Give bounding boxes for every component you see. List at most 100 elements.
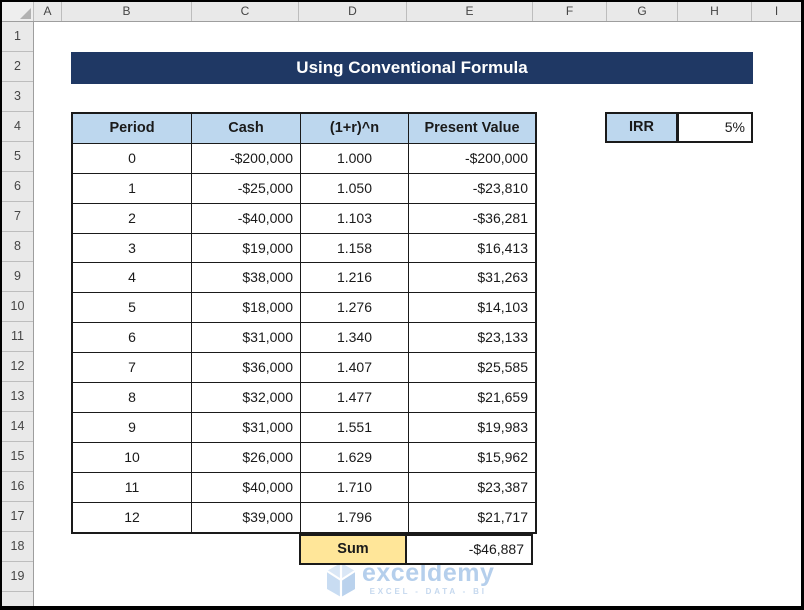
cell-period[interactable]: 10 [73,442,192,473]
sum-value-cell[interactable]: -$46,887 [407,534,533,565]
row-header-17[interactable]: 17 [2,502,33,532]
watermark-tagline: EXCEL - DATA - BI [369,587,487,596]
cell-cash[interactable]: $31,000 [192,412,301,443]
cell-period[interactable]: 0 [73,143,192,174]
header-discount[interactable]: (1+r)^n [301,114,409,144]
row-header-9[interactable]: 9 [2,262,33,292]
cell-present-value[interactable]: $16,413 [409,234,535,264]
cell-discount[interactable]: 1.000 [301,143,409,174]
cell-period[interactable]: 6 [73,323,192,354]
row-header-10[interactable]: 10 [2,292,33,322]
row-header-11[interactable]: 11 [2,322,33,352]
irr-value-cell[interactable]: 5% [678,112,753,143]
cell-discount[interactable]: 1.710 [301,472,409,503]
cell-period[interactable]: 4 [73,263,192,294]
cell-discount[interactable]: 1.340 [301,323,409,354]
cell-cash[interactable]: -$25,000 [192,173,301,204]
select-all-button[interactable] [2,2,34,21]
row-header-12[interactable]: 12 [2,352,33,382]
cell-cash[interactable]: -$40,000 [192,203,301,234]
irr-label-cell[interactable]: IRR [605,112,678,143]
row-header-15[interactable]: 15 [2,442,33,472]
column-header-b[interactable]: B [62,2,192,21]
cell-period[interactable]: 8 [73,383,192,413]
column-header-c[interactable]: C [192,2,299,21]
cell-cash[interactable]: $26,000 [192,442,301,473]
row-header-1[interactable]: 1 [2,22,33,52]
cell-period[interactable]: 12 [73,502,192,533]
cell-cash[interactable]: $31,000 [192,323,301,354]
row-header-6[interactable]: 6 [2,172,33,202]
cell-present-value[interactable]: $31,263 [409,263,535,294]
cell-discount[interactable]: 1.216 [301,263,409,294]
row-header-5[interactable]: 5 [2,142,33,172]
row-header-14[interactable]: 14 [2,412,33,442]
cell-discount[interactable]: 1.551 [301,412,409,443]
title-banner[interactable]: Using Conventional Formula [71,52,753,84]
column-header-g[interactable]: G [607,2,678,21]
cell-present-value[interactable]: $14,103 [409,293,535,324]
column-header-d[interactable]: D [299,2,407,21]
cell-cash[interactable]: $38,000 [192,263,301,294]
cell-present-value[interactable]: $23,133 [409,323,535,354]
sum-label-cell[interactable]: Sum [299,534,407,565]
watermark-brand: exceldemy [362,559,495,587]
row-header-column: 1 2 3 4 5 6 7 8 9 10 11 12 13 14 15 16 1… [2,22,34,606]
cell-cash[interactable]: $32,000 [192,383,301,413]
column-header-a[interactable]: A [34,2,62,21]
cell-present-value[interactable]: $21,659 [409,383,535,413]
cell-discount[interactable]: 1.477 [301,383,409,413]
row-header-4[interactable]: 4 [2,112,33,142]
row-header-18[interactable]: 18 [2,532,33,562]
cell-period[interactable]: 5 [73,293,192,324]
cell-present-value[interactable]: $25,585 [409,353,535,384]
cell-discount[interactable]: 1.158 [301,233,409,264]
row-header-3[interactable]: 3 [2,82,33,112]
cell-discount[interactable]: 1.103 [301,203,409,234]
cell-cash[interactable]: $39,000 [192,502,301,533]
row-header-19[interactable]: 19 [2,562,33,592]
cell-cash[interactable]: -$200,000 [192,143,301,174]
cell-cash[interactable]: $19,000 [192,233,301,264]
cell-cash[interactable]: $40,000 [192,472,301,503]
column-header-h[interactable]: H [678,2,752,21]
row-header-8[interactable]: 8 [2,232,33,262]
cell-discount[interactable]: 1.407 [301,353,409,384]
cell-period[interactable]: 1 [73,173,192,204]
cell-present-value[interactable]: -$36,281 [409,204,535,234]
column-header-i[interactable]: I [774,4,779,18]
cell-present-value[interactable]: $19,983 [409,413,535,443]
cell-period[interactable]: 11 [73,472,192,503]
cell-cash[interactable]: $18,000 [192,293,301,324]
column-header-f[interactable]: F [533,2,607,21]
row-header-13[interactable]: 13 [2,382,33,412]
column-header-row: A B C D E F G H I [2,2,801,22]
sum-row: Sum -$46,887 [299,534,533,565]
cell-discount[interactable]: 1.050 [301,173,409,204]
cell-discount[interactable]: 1.629 [301,442,409,473]
cell-present-value[interactable]: -$23,810 [409,174,535,204]
cell-present-value[interactable]: -$200,000 [409,144,535,174]
column-header-e[interactable]: E [407,2,533,21]
header-cash[interactable]: Cash [192,114,301,144]
cell-period[interactable]: 7 [73,353,192,384]
cell-present-value[interactable]: $23,387 [409,473,535,503]
cell-discount[interactable]: 1.796 [301,502,409,533]
cell-cash[interactable]: $36,000 [192,353,301,384]
watermark-text: exceldemy EXCEL - DATA - BI [362,559,495,597]
row-header-16[interactable]: 16 [2,472,33,502]
cell-period[interactable]: 2 [73,203,192,234]
header-present-value[interactable]: Present Value [409,114,535,144]
cell-present-value[interactable]: $15,962 [409,443,535,473]
cell-period[interactable]: 9 [73,412,192,443]
row-header-7[interactable]: 7 [2,202,33,232]
row-header-2[interactable]: 2 [2,52,33,82]
irr-box: IRR 5% [605,112,753,143]
cell-period[interactable]: 3 [73,233,192,264]
cell-discount[interactable]: 1.276 [301,293,409,324]
select-all-triangle-icon [20,8,31,19]
cell-present-value[interactable]: $21,717 [477,508,528,525]
cashflow-table: Period Cash (1+r)^n Present Value 0 -$20… [71,112,537,535]
header-period[interactable]: Period [73,114,192,144]
